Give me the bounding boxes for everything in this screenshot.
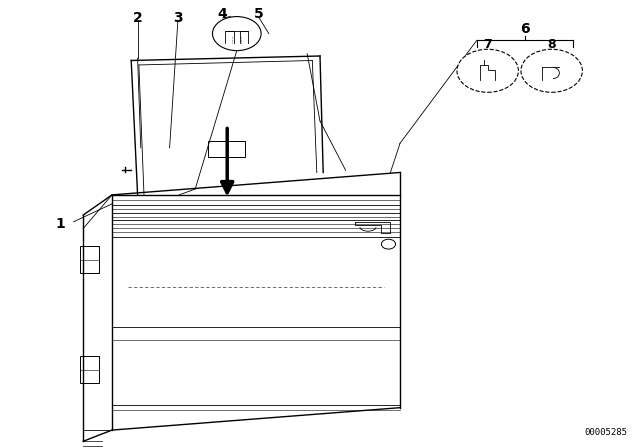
Text: 7: 7: [483, 38, 492, 52]
Text: 00005285: 00005285: [584, 428, 627, 437]
Circle shape: [381, 239, 396, 249]
Text: 4: 4: [218, 7, 228, 22]
Text: 2: 2: [132, 11, 143, 25]
Circle shape: [521, 49, 582, 92]
Bar: [208, 141, 245, 157]
Text: 6: 6: [520, 22, 530, 36]
Circle shape: [457, 49, 518, 92]
Text: 3: 3: [173, 11, 183, 25]
Circle shape: [212, 17, 261, 51]
Text: 1: 1: [56, 217, 66, 231]
Text: 8: 8: [547, 38, 556, 52]
Bar: [80, 246, 99, 273]
Bar: [80, 356, 99, 383]
Text: 5: 5: [254, 7, 264, 22]
